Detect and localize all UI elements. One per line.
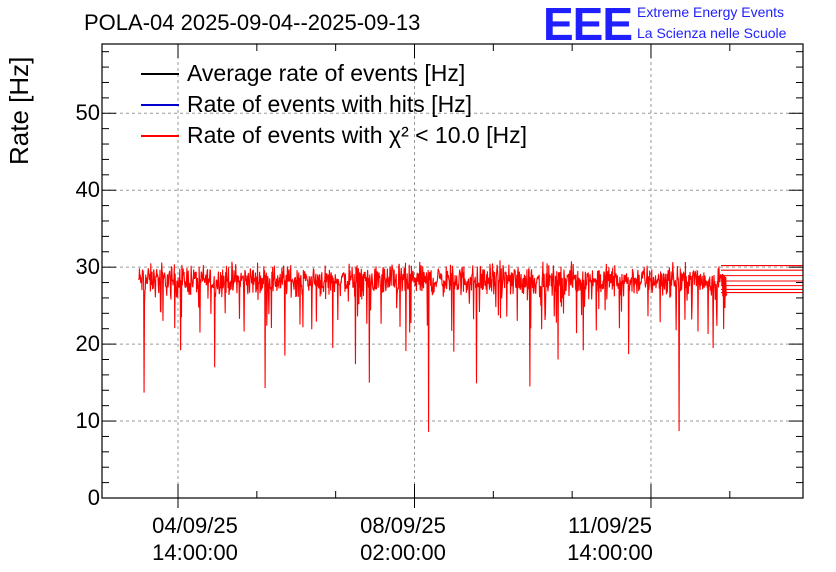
x-tick-time-1: 14:00:00 [152,540,238,565]
x-tick-time-3: 14:00:00 [567,540,653,565]
series-chi2-line [138,260,803,432]
y-tick-label: 40 [75,177,100,203]
x-tick-label-1: 04/09/25 14:00:00 [125,512,265,566]
x-tick-date-1: 04/09/25 [152,513,238,538]
logo-line1: Extreme Energy Events [637,4,785,20]
y-tick-label: 50 [75,100,100,126]
x-tick-time-2: 02:00:00 [360,540,446,565]
x-tick-label-2: 08/09/25 02:00:00 [333,512,473,566]
x-tick-label-3: 11/09/25 14:00:00 [540,512,680,566]
chart-title: POLA-04 2025-09-04--2025-09-13 [84,10,421,35]
tick-marks [102,44,803,508]
y-tick-label: 10 [75,408,100,434]
eee-logo: EEE [543,0,633,50]
y-tick-label: 30 [75,254,100,280]
legend-swatch-chi2 [141,135,179,137]
x-tick-date-3: 11/09/25 [567,513,652,538]
plot-frame [101,43,804,499]
legend-label-average: Average rate of events [Hz] [187,60,466,86]
series-layer [138,260,803,432]
legend-label-hits: Rate of events with hits [Hz] [187,91,473,117]
x-tick-date-2: 08/09/25 [360,513,446,538]
y-tick-label: 20 [75,331,100,357]
y-axis-label: Rate [Hz] [4,56,34,165]
y-tick-label: 0 [87,485,100,510]
legend-label-chi2: Rate of events with χ² < 10.0 [Hz] [187,122,527,148]
legend-swatch-average [141,73,179,75]
legend-swatch-hits [141,104,179,106]
logo-line2: La Scienza nelle Scuole [637,25,787,41]
